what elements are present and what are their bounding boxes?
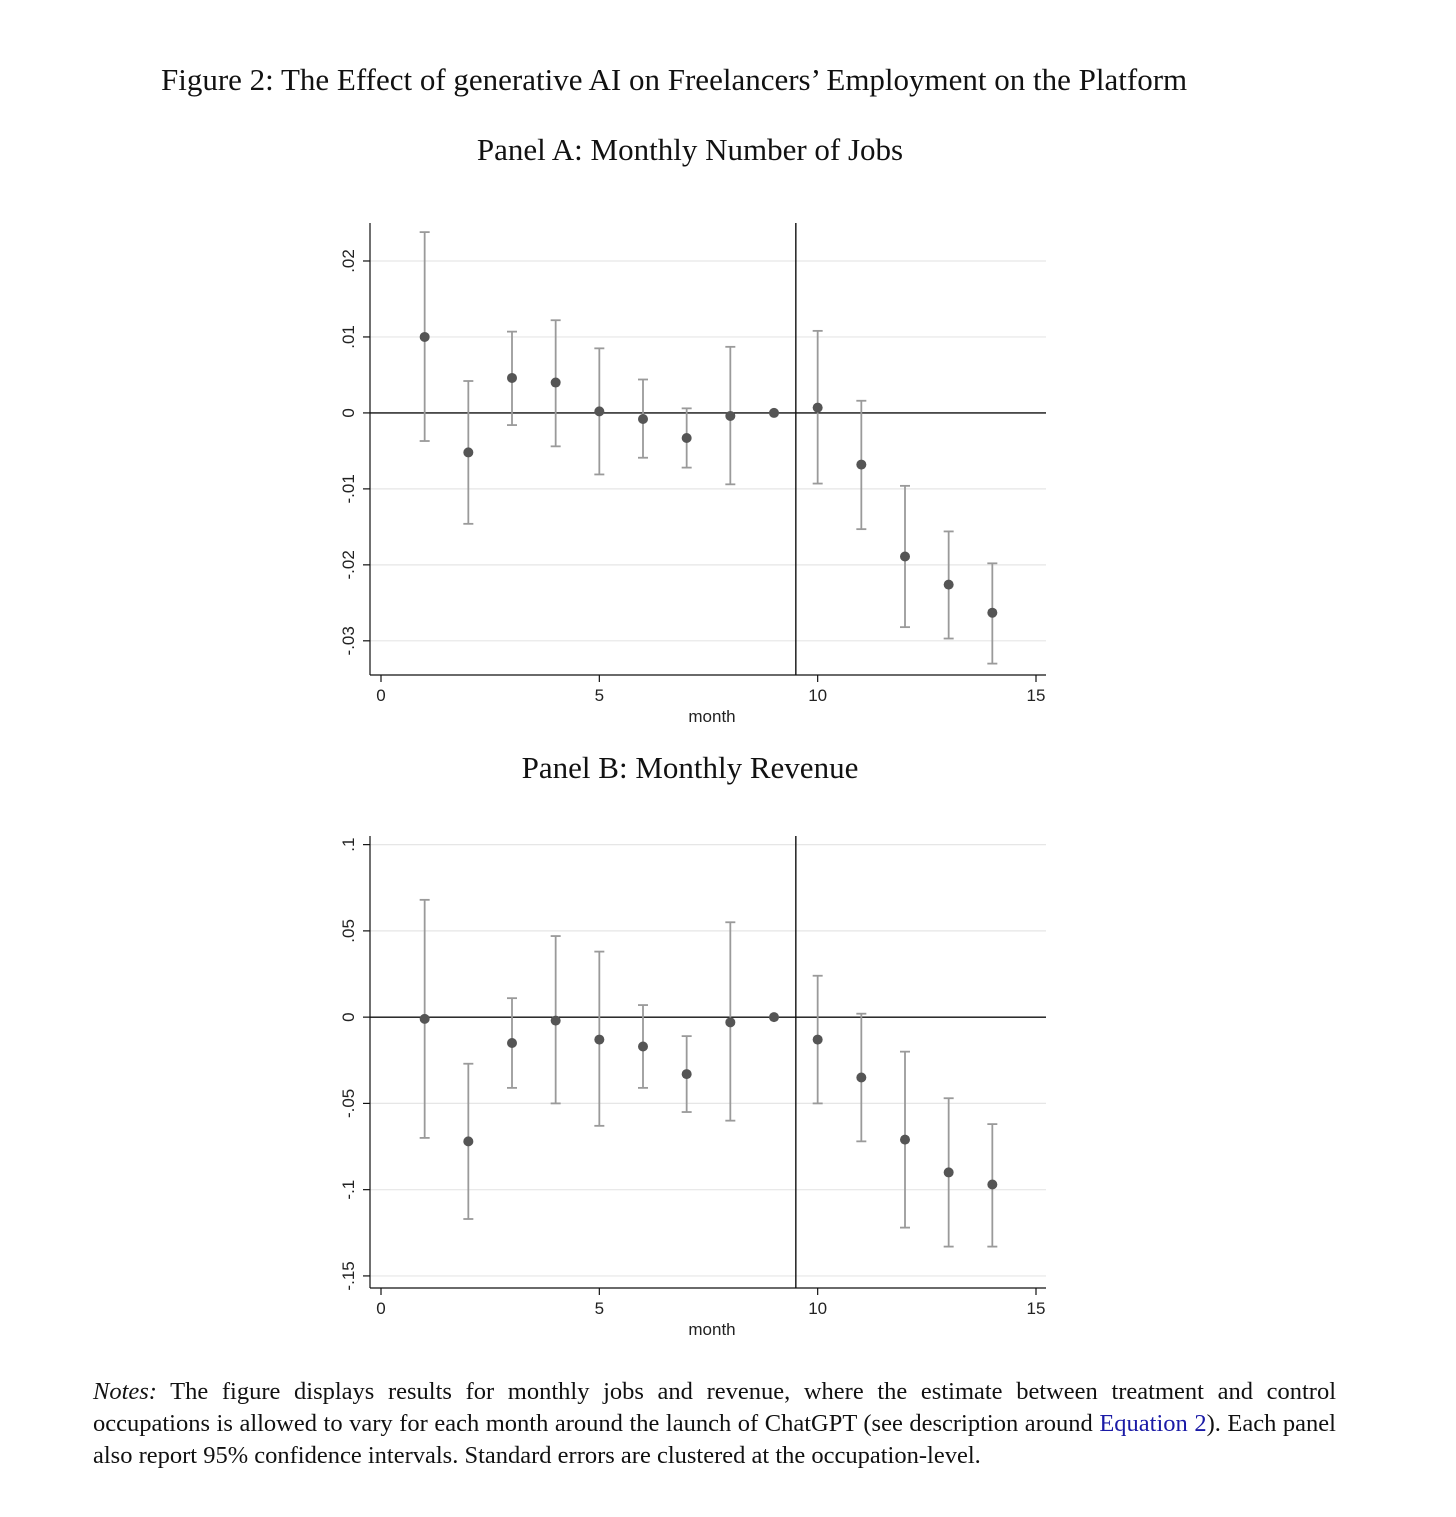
point-estimate: [943, 1167, 954, 1178]
point-estimates: [419, 1012, 998, 1190]
point-estimate: [769, 407, 779, 418]
panel-b-chart: -.15 -.1 -.05 0 .05 .1 0 5 10 15 month: [339, 836, 1046, 1339]
point-estimate: [594, 1034, 605, 1045]
point-estimate: [987, 1179, 998, 1190]
point-estimate: [681, 432, 692, 443]
x-axis-title: month: [688, 707, 735, 726]
panel-a-title: Panel A: Monthly Number of Jobs: [476, 132, 904, 167]
x-tick-label: 15: [1027, 686, 1046, 705]
point-estimate: [638, 1041, 648, 1052]
point-estimate: [900, 1134, 910, 1145]
point-estimate: [507, 1038, 517, 1049]
point-estimate: [725, 1017, 736, 1028]
point-estimate: [638, 413, 648, 424]
y-tick-label: .01: [339, 325, 358, 349]
y-tick-label: -.02: [339, 550, 358, 579]
notes-text-part-2: ). Each panel also report 95% confidence…: [93, 1410, 1336, 1469]
point-estimate: [987, 607, 998, 618]
point-estimate: [943, 579, 954, 590]
confidence-intervals: [419, 898, 998, 1248]
point-estimate: [769, 1012, 779, 1023]
y-tick-label: -.01: [339, 474, 358, 503]
point-estimate: [856, 459, 867, 470]
notes-label: Notes:: [93, 1378, 157, 1405]
point-estimates: [419, 331, 998, 618]
y-tick-label: .02: [339, 249, 358, 273]
x-tick-label: 5: [595, 1299, 604, 1318]
x-tick-label: 0: [376, 686, 385, 705]
point-estimate: [463, 447, 474, 458]
gridlines: [370, 844, 1046, 1277]
x-tick-label: 15: [1027, 1299, 1046, 1318]
y-tick-label: 0: [339, 408, 358, 417]
point-estimate: [856, 1072, 867, 1083]
reference-lines: [370, 223, 1046, 675]
panel-b-title: Panel B: Monthly Revenue: [521, 750, 859, 785]
x-tick-label: 0: [376, 1299, 385, 1318]
figure-title: Figure 2: The Effect of generative AI on…: [161, 62, 1188, 97]
point-estimate: [725, 410, 736, 421]
x-tick-label: 10: [808, 1299, 827, 1318]
y-tick-label: .05: [339, 919, 358, 943]
point-estimate: [594, 406, 605, 417]
point-estimate: [550, 377, 561, 388]
axes: -.15 -.1 -.05 0 .05 .1 0 5 10 15 month: [339, 836, 1046, 1339]
point-estimate: [812, 402, 823, 413]
equation-2-link[interactable]: Equation 2: [1099, 1410, 1207, 1437]
y-tick-label: 0: [339, 1012, 358, 1021]
figure-notes: Notes: The figure displays results for m…: [93, 1376, 1336, 1472]
point-estimate: [681, 1069, 692, 1080]
point-estimate: [812, 1034, 823, 1045]
point-estimate: [463, 1136, 474, 1147]
point-estimate: [550, 1015, 561, 1026]
x-axis-title: month: [688, 1320, 735, 1339]
point-estimate: [507, 372, 517, 383]
y-tick-label: .1: [339, 838, 358, 852]
axes: -.03 -.02 -.01 0 .01 .02 0 5 10 15 month: [339, 223, 1046, 726]
confidence-intervals: [419, 231, 998, 665]
panel-a-chart: -.03 -.02 -.01 0 .01 .02 0 5 10 15 month: [339, 223, 1046, 726]
reference-lines: [370, 836, 1046, 1288]
x-tick-label: 5: [595, 686, 604, 705]
point-estimate: [419, 331, 430, 342]
point-estimate: [419, 1013, 430, 1024]
point-estimate: [900, 551, 910, 562]
notes-text-part-1: The figure displays results for monthly …: [93, 1378, 1336, 1437]
y-tick-label: -.03: [339, 626, 358, 655]
y-tick-label: -.15: [339, 1261, 358, 1290]
x-tick-label: 10: [808, 686, 827, 705]
y-tick-label: -.05: [339, 1089, 358, 1118]
y-tick-label: -.1: [339, 1180, 358, 1200]
